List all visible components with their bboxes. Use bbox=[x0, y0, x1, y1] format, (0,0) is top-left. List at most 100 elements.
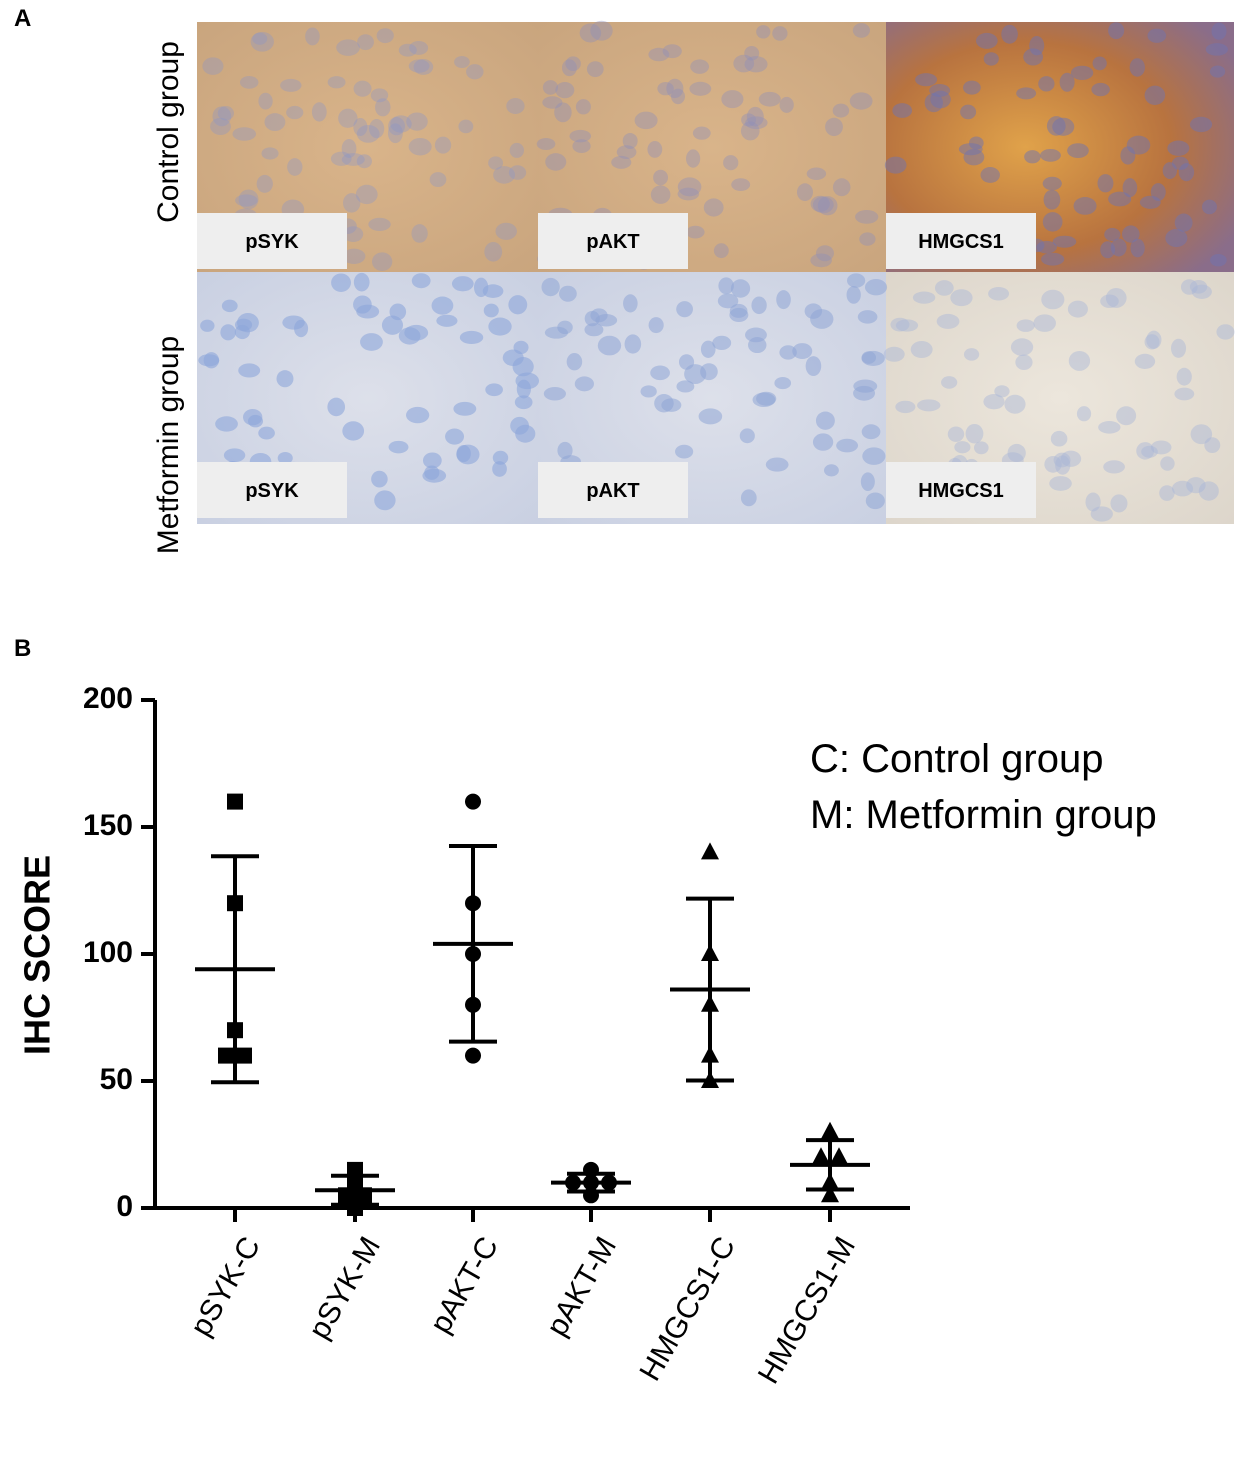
nucleus bbox=[772, 26, 788, 41]
y-tick-label: 0 bbox=[116, 1190, 133, 1223]
nucleus bbox=[483, 303, 499, 318]
point bbox=[701, 842, 719, 860]
nucleus bbox=[648, 47, 670, 62]
nucleus bbox=[1170, 338, 1187, 358]
nucleus bbox=[934, 280, 954, 296]
nucleus bbox=[356, 154, 372, 169]
nucleus bbox=[700, 363, 718, 381]
nucleus bbox=[892, 103, 913, 118]
nucleus bbox=[965, 423, 984, 444]
point bbox=[812, 1147, 830, 1165]
nucleus bbox=[509, 142, 525, 158]
nucleus bbox=[459, 330, 484, 345]
nucleus bbox=[277, 452, 293, 465]
row-label: Control group bbox=[152, 41, 185, 223]
nucleus bbox=[1068, 351, 1091, 371]
point bbox=[465, 793, 481, 810]
nucleus bbox=[1085, 492, 1101, 512]
nucleus bbox=[342, 421, 365, 441]
nucleus bbox=[958, 143, 983, 156]
nucleus bbox=[1052, 235, 1077, 248]
nucleus bbox=[590, 20, 613, 41]
nucleus bbox=[1098, 421, 1121, 434]
nucleus bbox=[502, 349, 524, 366]
nucleus bbox=[832, 178, 851, 197]
nucleus bbox=[1060, 450, 1082, 467]
nucleus bbox=[1136, 442, 1155, 460]
nucleus bbox=[810, 309, 834, 329]
nucleus bbox=[287, 158, 303, 176]
nucleus bbox=[353, 118, 368, 137]
nucleus bbox=[686, 149, 701, 168]
nucleus bbox=[1110, 494, 1128, 513]
nucleus bbox=[698, 408, 723, 425]
nucleus bbox=[718, 277, 734, 295]
nucleus bbox=[202, 57, 224, 75]
nucleus bbox=[286, 105, 304, 120]
nucleus bbox=[406, 112, 428, 131]
nucleus bbox=[575, 99, 591, 115]
nucleus bbox=[343, 193, 361, 213]
nucleus bbox=[812, 196, 834, 214]
nucleus bbox=[1042, 176, 1062, 191]
nucleus bbox=[252, 32, 268, 45]
nucleus bbox=[895, 319, 919, 332]
nucleus bbox=[717, 293, 739, 309]
nucleus bbox=[220, 324, 236, 341]
nucleus bbox=[950, 289, 973, 307]
y-tick-label: 200 bbox=[83, 682, 133, 715]
nucleus bbox=[238, 189, 259, 210]
nucleus bbox=[1108, 22, 1125, 40]
nucleus bbox=[640, 385, 657, 398]
nucleus bbox=[234, 324, 250, 340]
nucleus bbox=[936, 313, 960, 329]
nucleus bbox=[368, 217, 391, 231]
nucleus bbox=[815, 411, 835, 430]
nucleus bbox=[473, 277, 489, 298]
nucleus bbox=[765, 457, 789, 472]
nucleus bbox=[712, 335, 732, 350]
nucleus bbox=[561, 59, 577, 77]
nucleus bbox=[221, 299, 238, 313]
nucleus bbox=[1007, 443, 1026, 463]
nucleus bbox=[648, 317, 664, 334]
nucleus bbox=[666, 78, 684, 99]
nucleus bbox=[741, 113, 757, 127]
nucleus bbox=[338, 108, 358, 128]
nucleus bbox=[853, 385, 876, 401]
point bbox=[583, 1187, 599, 1204]
nucleus bbox=[1067, 300, 1088, 318]
nucleus bbox=[280, 78, 302, 92]
nucleus bbox=[1126, 135, 1151, 155]
nucleus bbox=[910, 341, 933, 359]
nucleus bbox=[812, 433, 834, 451]
nucleus bbox=[963, 80, 981, 95]
nucleus bbox=[516, 379, 531, 399]
nucleus bbox=[616, 145, 637, 159]
nucleus bbox=[1162, 162, 1177, 180]
nucleus bbox=[745, 327, 767, 343]
nucleus bbox=[579, 23, 602, 43]
nucleus bbox=[657, 81, 674, 96]
nucleus bbox=[677, 177, 702, 197]
nucleus bbox=[622, 132, 638, 149]
nucleus bbox=[1043, 189, 1061, 210]
nucleus bbox=[1139, 195, 1161, 209]
nucleus bbox=[376, 28, 394, 44]
nucleus bbox=[810, 195, 830, 213]
nucleus bbox=[484, 242, 503, 262]
nucleus bbox=[1198, 481, 1219, 501]
nucleus bbox=[1041, 252, 1065, 266]
label-box bbox=[538, 462, 688, 518]
nucleus bbox=[341, 138, 357, 159]
nucleus bbox=[445, 428, 465, 445]
nucleus bbox=[739, 428, 755, 444]
nucleus bbox=[1144, 85, 1166, 105]
row-label: Metformin group bbox=[152, 336, 185, 554]
nucleus bbox=[369, 119, 385, 139]
label-box bbox=[886, 213, 1036, 269]
nucleus bbox=[756, 25, 771, 39]
nucleus bbox=[398, 43, 417, 57]
nucleus bbox=[744, 56, 768, 73]
nucleus bbox=[508, 165, 527, 180]
